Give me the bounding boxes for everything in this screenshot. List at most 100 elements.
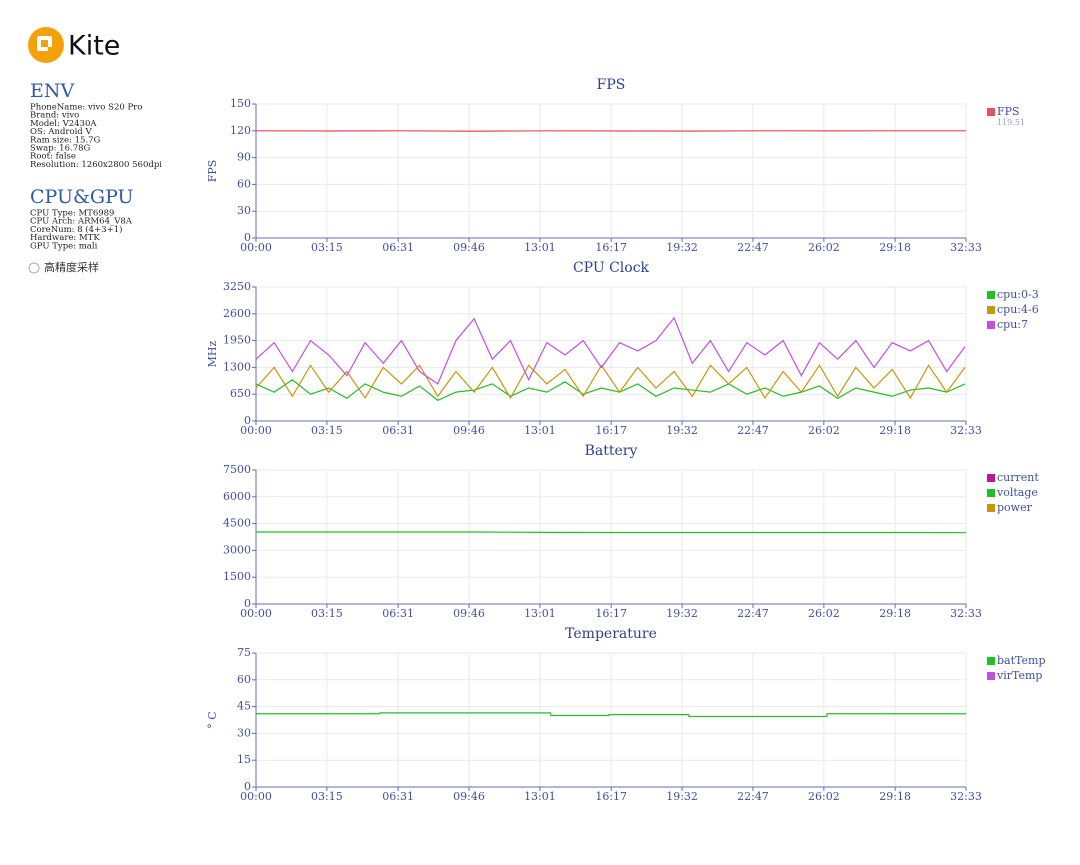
x-tick-label: 26:02 xyxy=(808,424,840,437)
x-tick-label: 32:33 xyxy=(950,607,982,620)
y-tick-label: 7500 xyxy=(223,463,251,476)
app-name: Kite xyxy=(68,31,120,62)
x-tick-label: 22:47 xyxy=(737,241,769,254)
legend-swatch xyxy=(987,657,995,665)
x-tick-label: 19:32 xyxy=(666,424,698,437)
legend-swatch xyxy=(987,489,995,497)
x-tick-label: 19:32 xyxy=(666,607,698,620)
x-tick-label: 32:33 xyxy=(950,241,982,254)
legend-label: power xyxy=(997,501,1033,514)
x-tick-label: 32:33 xyxy=(950,424,982,437)
logo xyxy=(28,27,64,63)
legend-label: FPS xyxy=(997,105,1020,118)
y-tick-label: 1950 xyxy=(223,334,251,347)
x-tick-label: 13:01 xyxy=(524,424,556,437)
x-tick-label: 26:02 xyxy=(808,607,840,620)
y-tick-label: 0 xyxy=(244,780,251,793)
x-tick-label: 26:02 xyxy=(808,241,840,254)
y-tick-label: 0 xyxy=(244,414,251,427)
y-tick-label: 15 xyxy=(237,753,251,766)
hw-heading: CPU&GPU xyxy=(30,186,134,208)
y-tick-label: 0 xyxy=(244,597,251,610)
chart-title: CPU Clock xyxy=(573,260,650,276)
x-tick-label: 03:15 xyxy=(311,241,343,254)
legend-swatch xyxy=(987,504,995,512)
x-tick-label: 16:17 xyxy=(595,241,627,254)
y-tick-label: 0 xyxy=(244,231,251,244)
series-line xyxy=(255,316,966,385)
env-line: Root: false xyxy=(30,152,76,162)
x-tick-label: 29:18 xyxy=(879,790,911,803)
y-axis-label: FPS xyxy=(206,160,219,183)
env-line: Model: V2430A xyxy=(30,119,97,129)
option-checkbox[interactable] xyxy=(28,262,40,274)
x-tick-label: 00:00 xyxy=(240,790,272,803)
chart-title: FPS xyxy=(597,77,626,93)
x-tick-label: 16:17 xyxy=(595,424,627,437)
x-tick-label: 29:18 xyxy=(879,241,911,254)
legend-swatch xyxy=(987,306,995,314)
legend-value: 119.51 xyxy=(997,118,1025,127)
x-tick-label: 09:46 xyxy=(453,607,485,620)
x-tick-label: 09:46 xyxy=(453,790,485,803)
y-tick-label: 6000 xyxy=(223,490,251,503)
y-tick-label: 650 xyxy=(230,387,251,400)
hw-line: Hardware: MTK xyxy=(30,233,100,243)
x-tick-label: 29:18 xyxy=(879,607,911,620)
x-tick-label: 00:00 xyxy=(240,424,272,437)
x-tick-label: 19:32 xyxy=(666,241,698,254)
x-tick-label: 03:15 xyxy=(311,424,343,437)
legend-label: voltage xyxy=(996,486,1038,499)
env-heading: ENV xyxy=(30,80,74,102)
hw-line: GPU Type: mali xyxy=(30,241,98,251)
y-tick-label: 60 xyxy=(237,673,251,686)
chart-title: Temperature xyxy=(565,626,657,642)
env-line: Resolution: 1260x2800 560dpi xyxy=(30,160,162,170)
x-tick-label: 06:31 xyxy=(382,424,414,437)
env-line: Swap: 16.78G xyxy=(30,144,91,154)
env-line: Ram size: 15.7G xyxy=(30,135,101,145)
x-tick-label: 06:31 xyxy=(382,607,414,620)
legend-label: virTemp xyxy=(996,669,1042,682)
y-tick-label: 60 xyxy=(237,177,251,190)
x-tick-label: 13:01 xyxy=(524,241,556,254)
x-tick-label: 22:47 xyxy=(737,607,769,620)
x-tick-label: 32:33 xyxy=(950,790,982,803)
x-tick-label: 22:47 xyxy=(737,790,769,803)
x-tick-label: 03:15 xyxy=(311,607,343,620)
y-tick-label: 120 xyxy=(230,124,251,137)
x-tick-label: 06:31 xyxy=(382,241,414,254)
chart-title: Battery xyxy=(585,443,638,459)
x-tick-label: 26:02 xyxy=(808,790,840,803)
x-tick-label: 16:17 xyxy=(595,607,627,620)
env-line: Brand: vivo xyxy=(30,111,79,121)
y-tick-label: 3250 xyxy=(223,280,251,293)
series-line xyxy=(255,379,966,402)
y-tick-label: 150 xyxy=(230,97,251,110)
y-tick-label: 45 xyxy=(237,700,251,713)
hw-line: CPU Arch: ARM64_V8A xyxy=(30,217,133,227)
x-tick-label: 00:00 xyxy=(240,241,272,254)
y-axis-label: MHz xyxy=(206,340,219,367)
legend-label: current xyxy=(997,471,1039,484)
x-tick-label: 22:47 xyxy=(737,424,769,437)
y-tick-label: 1500 xyxy=(223,570,251,583)
x-tick-label: 06:31 xyxy=(382,790,414,803)
x-tick-label: 19:32 xyxy=(666,790,698,803)
env-line: OS: Android V xyxy=(30,127,92,137)
y-tick-label: 75 xyxy=(237,646,251,659)
y-axis-label: ° C xyxy=(206,711,219,728)
x-tick-label: 13:01 xyxy=(524,790,556,803)
option-label[interactable]: 高精度采样 xyxy=(44,260,99,274)
y-tick-label: 30 xyxy=(237,204,251,217)
series-line xyxy=(256,712,966,718)
legend-swatch xyxy=(987,291,995,299)
y-tick-label: 1300 xyxy=(223,360,251,373)
legend-label: cpu:4-6 xyxy=(997,303,1039,316)
x-tick-label: 09:46 xyxy=(453,241,485,254)
legend-swatch xyxy=(987,672,995,680)
x-tick-label: 16:17 xyxy=(595,790,627,803)
series-line xyxy=(256,531,967,534)
hw-line: CoreNum: 8 (4+3+1) xyxy=(30,224,122,235)
